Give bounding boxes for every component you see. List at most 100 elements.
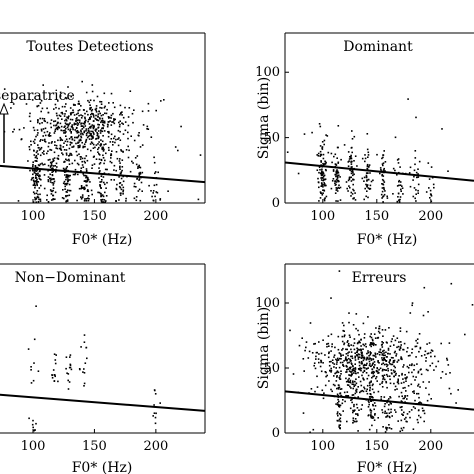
scatter-point [376, 153, 378, 156]
scatter-point [362, 359, 365, 362]
scatter-point [78, 153, 80, 155]
scatter-point [78, 146, 81, 149]
scatter-point [363, 333, 366, 335]
scatter-point [335, 187, 338, 189]
scatter-point [381, 341, 383, 343]
scatter-point [85, 198, 88, 200]
scatter-point [390, 408, 392, 411]
scatter-point [365, 359, 368, 361]
scatter-point [422, 410, 424, 412]
scatter-point [117, 144, 120, 147]
scatter-point [159, 402, 161, 404]
scatter-point [66, 166, 68, 168]
scatter-point [73, 114, 76, 116]
scatter-point [39, 140, 41, 142]
scatter-point [102, 146, 104, 149]
scatter-point [71, 124, 73, 126]
scatter-point [320, 154, 322, 156]
scatter-point [65, 138, 68, 141]
scatter-point [352, 197, 354, 200]
scatter-point [82, 125, 84, 127]
scatter-point [367, 187, 370, 189]
scatter-point [108, 132, 110, 134]
scatter-point [35, 181, 38, 184]
scatter-point [318, 341, 320, 343]
scatter-point [392, 193, 394, 195]
scatter-point [331, 345, 333, 348]
scatter-point [53, 132, 56, 134]
scatter-point [355, 378, 357, 380]
scatter-point [398, 180, 400, 183]
scatter-point [43, 119, 46, 122]
scatter-point [90, 110, 93, 112]
scatter-point [66, 372, 68, 374]
scatter-point [319, 155, 322, 157]
scatter-point [336, 387, 338, 390]
scatter-point [353, 420, 356, 423]
scatter-point [37, 119, 39, 121]
scatter-point [339, 199, 342, 201]
scatter-point [328, 380, 330, 382]
scatter-point [52, 178, 54, 180]
scatter-point [339, 424, 341, 426]
scatter-point [68, 194, 71, 197]
scatter-point [348, 160, 350, 162]
scatter-point [34, 165, 37, 168]
scatter-point [395, 372, 397, 375]
scatter-point [122, 123, 124, 125]
scatter-point [388, 415, 391, 418]
scatter-point [51, 174, 54, 177]
scatter-point [322, 153, 325, 156]
scatter-point [113, 137, 115, 140]
scatter-point [154, 393, 157, 395]
scatter-point [356, 354, 359, 357]
scatter-point [89, 118, 91, 120]
scatter-point [323, 143, 325, 146]
scatter-point [90, 141, 93, 143]
scatter-point [322, 186, 324, 188]
scatter-point [119, 162, 121, 164]
scatter-point [82, 187, 85, 189]
x-tick-label: 100 [21, 439, 46, 454]
scatter-point [382, 154, 384, 156]
scatter-point [445, 373, 447, 375]
scatter-point [319, 197, 322, 199]
scatter-point [367, 400, 370, 402]
scatter-point [406, 398, 408, 400]
scatter-point [32, 140, 35, 143]
scatter-point [132, 162, 134, 164]
scatter-point [97, 119, 100, 122]
scatter-point [33, 182, 36, 185]
scatter-point [72, 103, 75, 106]
scatter-point [383, 405, 386, 408]
scatter-point [351, 355, 353, 358]
scatter-point [376, 353, 379, 355]
scatter-point [28, 417, 30, 420]
scatter-point [412, 391, 414, 393]
scatter-point [55, 162, 58, 165]
scatter-point [411, 363, 413, 365]
scatter-point [373, 343, 375, 345]
scatter-point [113, 169, 115, 171]
scatter-point [63, 132, 65, 134]
scatter-point [59, 136, 62, 139]
scatter-point [97, 113, 100, 115]
scatter-point [134, 157, 137, 159]
scatter-point [120, 177, 123, 180]
scatter-point [382, 169, 385, 171]
scatter-point [357, 396, 359, 398]
scatter-point [155, 109, 157, 112]
scatter-point [32, 201, 35, 203]
scatter-point [408, 371, 410, 374]
scatter-point [51, 374, 53, 376]
scatter-point [47, 180, 50, 183]
scatter-point [369, 408, 372, 411]
y-tick-label: 0 [272, 426, 280, 441]
scatter-point [404, 377, 406, 379]
scatter-point [65, 367, 67, 370]
scatter-point [37, 164, 40, 166]
scatter-point [352, 172, 354, 174]
scatter-point [101, 117, 104, 120]
scatter-point [52, 184, 55, 186]
scatter-point [350, 387, 352, 389]
